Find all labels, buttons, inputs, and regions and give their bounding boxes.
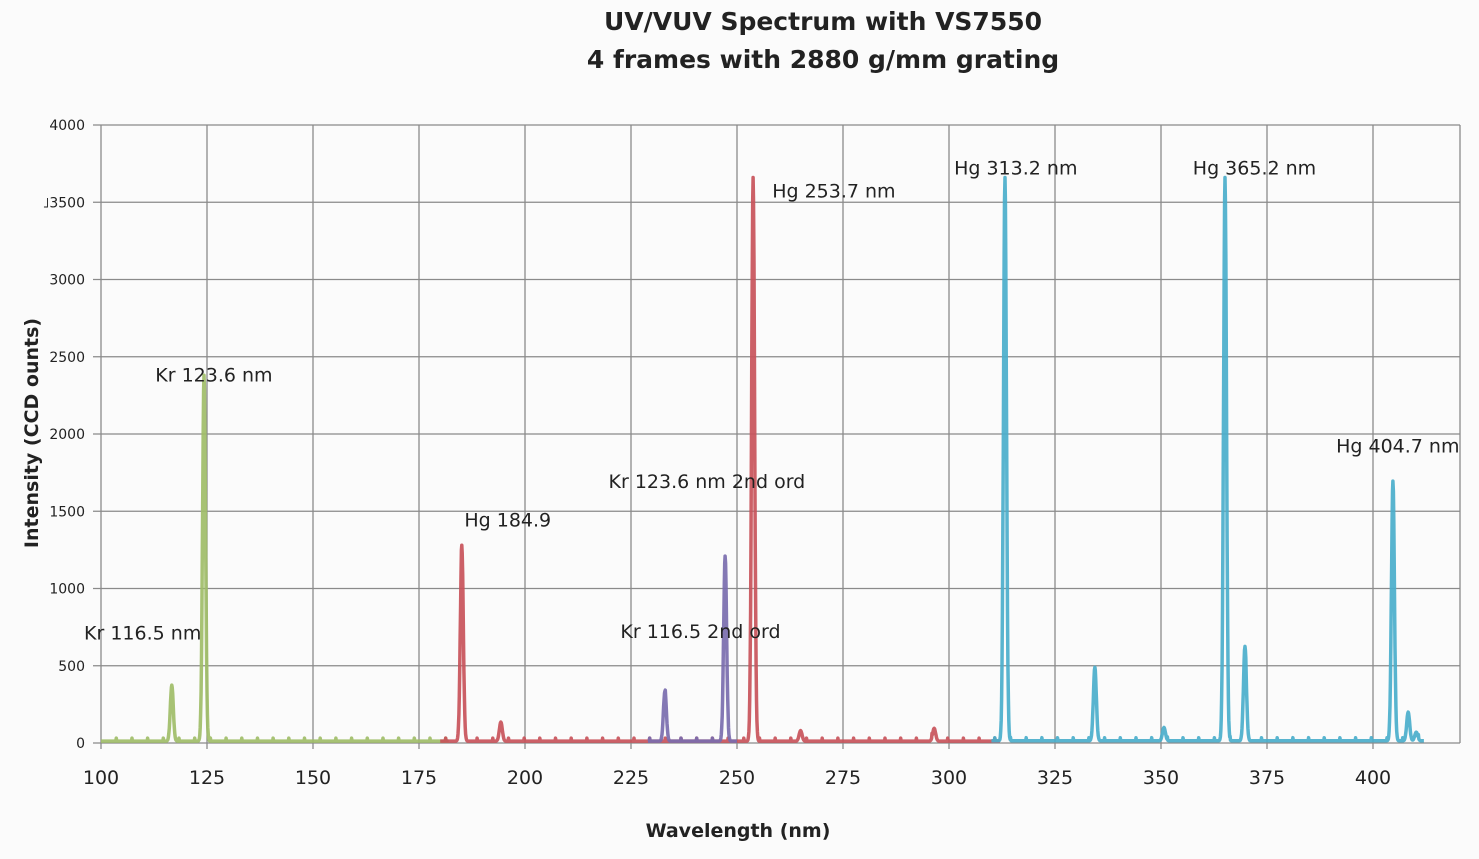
- y-tick-label: 3000: [49, 273, 85, 289]
- annotations: Kr 116.5 nm Kr 123.6 nm Hg 184.9 Kr 123.6 n…: [84, 157, 1459, 644]
- x-tick-label: 375: [1249, 767, 1285, 789]
- x-tick-label: 275: [825, 767, 861, 789]
- spectrum-series-3: [646, 554, 739, 743]
- x-tick-label: 300: [931, 767, 967, 789]
- x-tick-label: 175: [401, 767, 437, 789]
- y-tick-label: 1500: [49, 504, 85, 520]
- x-tick-label: 125: [189, 767, 225, 789]
- spectrum-series-4: [990, 175, 1426, 743]
- spectrum-series-2: [438, 175, 1002, 743]
- x-tick-label: 350: [1143, 767, 1179, 789]
- peak-annotation: Hg 313.2 nm: [954, 157, 1077, 179]
- peak-annotation: Kr 116.5 2nd ord: [620, 621, 780, 643]
- x-tick-label: 400: [1355, 767, 1391, 789]
- peak-annotation: Kr 123.6 nm: [155, 364, 272, 386]
- spectrum-series-1: [99, 373, 451, 743]
- ticks: 0 500 1000 1500 2000 2500 3000 ˩3500 4000 100 125 1…: [42, 118, 1391, 789]
- x-tick-label: 225: [613, 767, 649, 789]
- y-axis-title: Intensity (CCD ounts): [21, 318, 43, 548]
- x-tick-label: 150: [295, 767, 331, 789]
- x-tick-label: 325: [1037, 767, 1073, 789]
- x-tick-label: 200: [507, 767, 543, 789]
- peak-annotation: Hg 365.2 nm: [1193, 157, 1316, 179]
- x-axis-title: Wavelength (nm): [646, 820, 831, 842]
- peak-annotation: Hg 253.7 nm: [772, 181, 895, 203]
- y-tick-label: 0: [76, 736, 85, 752]
- grid: [93, 124, 1461, 749]
- x-tick-label: 250: [719, 767, 755, 789]
- peak-annotation: Hg 184.9: [464, 510, 551, 532]
- y-tick-label: 2500: [49, 350, 85, 366]
- y-tick-label: ˩3500: [42, 195, 85, 211]
- y-tick-label: 2000: [49, 427, 85, 443]
- y-tick-label: 4000: [49, 118, 85, 134]
- peak-annotation: Hg 404.7 nm: [1336, 436, 1459, 458]
- x-tick-label: 100: [83, 767, 119, 789]
- peak-annotation: Kr 123.6 nm 2nd ord: [609, 471, 806, 493]
- chart-title: UV/VUV Spectrum with VS7550: [604, 7, 1042, 36]
- chart-subtitle: 4 frames with 2880 g/mm grating: [587, 45, 1059, 74]
- y-tick-label: 1000: [49, 582, 85, 598]
- series-group: [99, 175, 1426, 743]
- y-tick-label: 500: [58, 659, 85, 675]
- peak-annotation: Kr 116.5 nm: [84, 622, 201, 644]
